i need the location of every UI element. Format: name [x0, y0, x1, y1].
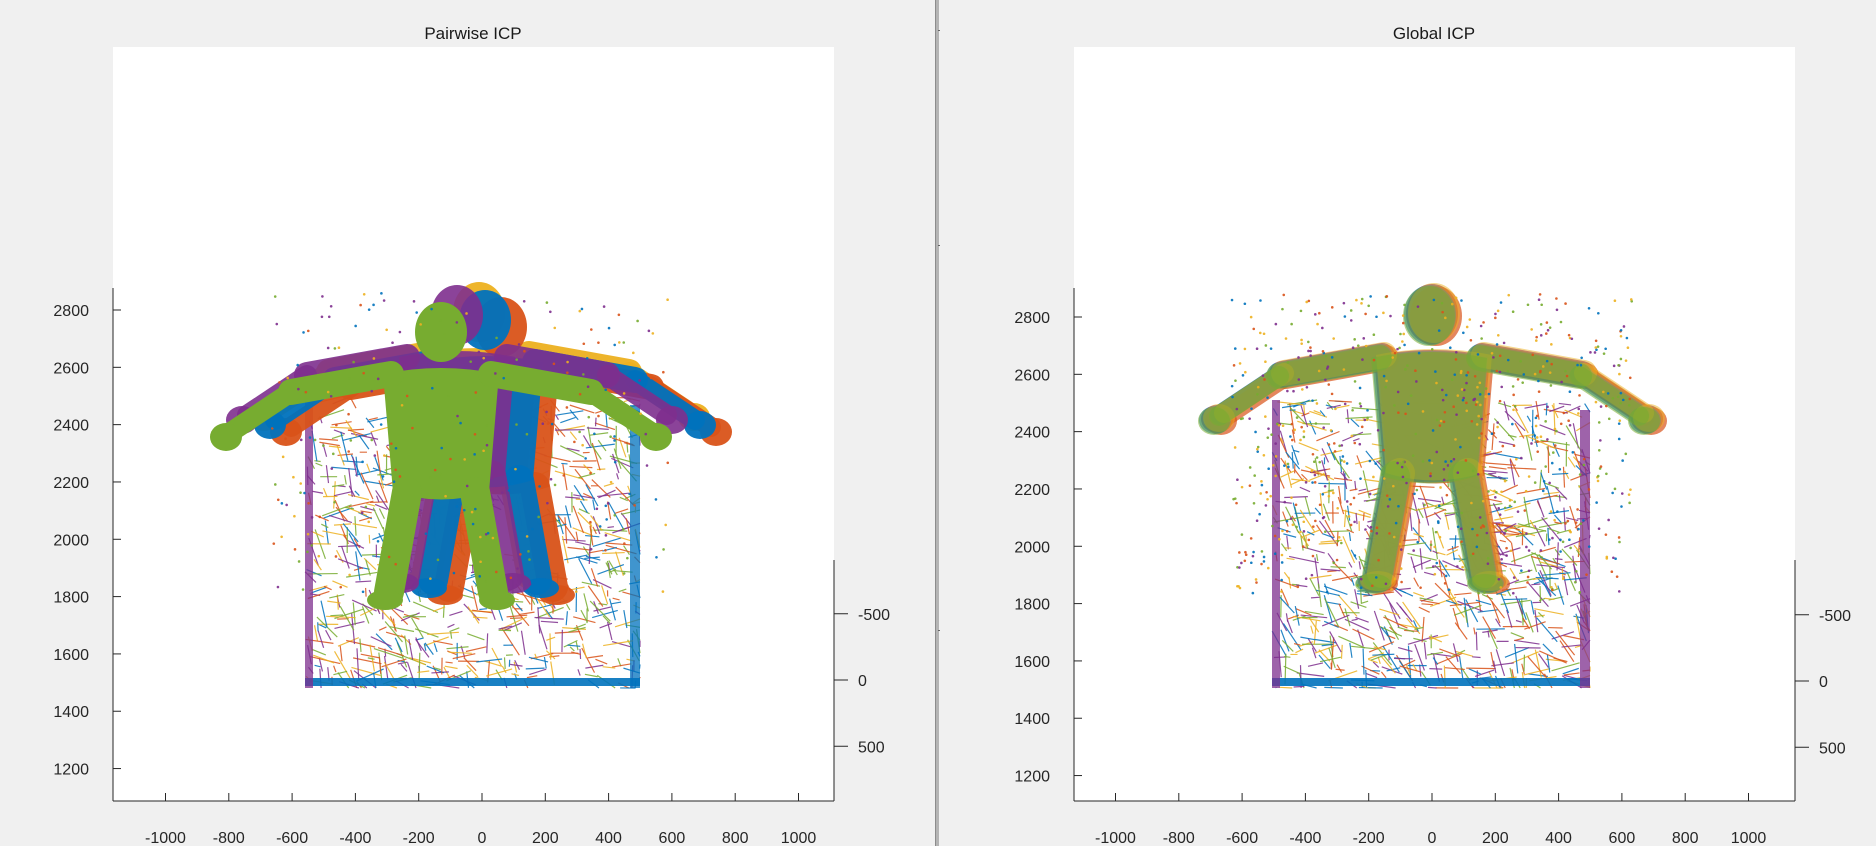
z-tick-label: 2400	[53, 418, 89, 435]
x-tick-label: 1000	[781, 830, 817, 846]
x-tick-label: -400	[339, 830, 371, 846]
z-tick-label: 2400	[1014, 425, 1050, 442]
point-cloud-speckle	[271, 292, 670, 594]
x-tick-label: -200	[403, 830, 435, 846]
chart-title: Global ICP	[1393, 24, 1475, 43]
divider-notch	[938, 245, 940, 246]
divider-notch	[938, 30, 940, 31]
x-tick-label: 600	[1609, 830, 1636, 846]
z-tick-label: 1200	[1014, 769, 1050, 786]
y-tick-label: 500	[1819, 740, 1846, 757]
point-cloud	[1198, 283, 1667, 689]
y-tick-label: -500	[1819, 608, 1851, 625]
z-tick-label: 1800	[53, 590, 89, 607]
z-tick-label: 2600	[53, 360, 89, 377]
x-tick-label: 800	[1672, 830, 1699, 846]
x-tick-label: -400	[1289, 830, 1321, 846]
x-tick-label: -600	[1226, 830, 1258, 846]
axes: -1000 -800 -600 -400 -200 0 200 400 600 800 1000 12…	[1014, 288, 1851, 846]
x-tick-label: 0	[478, 830, 487, 846]
z-tick-label: 2600	[1014, 367, 1050, 384]
z-tick-label: 2800	[53, 303, 89, 320]
divider-notch	[938, 630, 940, 631]
chart-global-icp: -1000 -800 -600 -400 -200 0 200 400 600 800 1000 12…	[1014, 24, 1851, 846]
x-tick-label: 800	[722, 830, 749, 846]
x-tick-label: -600	[276, 830, 308, 846]
chart-pairwise-icp: -1000 -800 -600 -400 -200 0 200 400 600 800 1000 12…	[53, 24, 890, 846]
x-tick-label: -800	[213, 830, 245, 846]
axes: -1000 -800 -600 -400 -200 0 200 400 600 800 1000 12…	[53, 288, 890, 846]
z-tick-label: 1600	[53, 647, 89, 664]
z-tick-label: 1400	[1014, 711, 1050, 728]
point-cloud-figure	[210, 282, 732, 610]
x-tick-label: 400	[1545, 830, 1572, 846]
z-tick-label: 2800	[1014, 310, 1050, 327]
z-tick-label: 1400	[53, 704, 89, 721]
z-tick-label: 2000	[53, 532, 89, 549]
x-tick-label: 1000	[1731, 830, 1767, 846]
x-tick-label: 200	[532, 830, 559, 846]
y-tick-label: 0	[858, 673, 867, 690]
x-tick-label: -1000	[145, 830, 186, 846]
y-tick-label: 0	[1819, 674, 1828, 691]
point-cloud-box-edges	[305, 395, 640, 688]
x-tick-label: 0	[1428, 830, 1437, 846]
pane-divider[interactable]	[935, 0, 939, 846]
z-tick-label: 1600	[1014, 654, 1050, 671]
y-tick-label: -500	[858, 607, 890, 624]
z-tick-label: 2200	[1014, 482, 1050, 499]
z-tick-label: 2200	[53, 475, 89, 492]
z-tick-label: 1800	[1014, 597, 1050, 614]
point-cloud-figure	[1198, 283, 1667, 594]
chart-title: Pairwise ICP	[424, 24, 521, 43]
x-tick-label: 400	[595, 830, 622, 846]
x-tick-label: -200	[1353, 830, 1385, 846]
y-tick-label: 500	[858, 739, 885, 756]
point-cloud-speckle	[1230, 293, 1634, 595]
z-tick-label: 2000	[1014, 539, 1050, 556]
x-tick-label: -800	[1163, 830, 1195, 846]
point-cloud-box-edges	[1272, 400, 1590, 688]
point-cloud	[210, 282, 732, 689]
x-tick-label: 600	[659, 830, 686, 846]
z-tick-label: 1200	[53, 762, 89, 779]
x-tick-label: 200	[1482, 830, 1509, 846]
x-tick-label: -1000	[1095, 830, 1136, 846]
